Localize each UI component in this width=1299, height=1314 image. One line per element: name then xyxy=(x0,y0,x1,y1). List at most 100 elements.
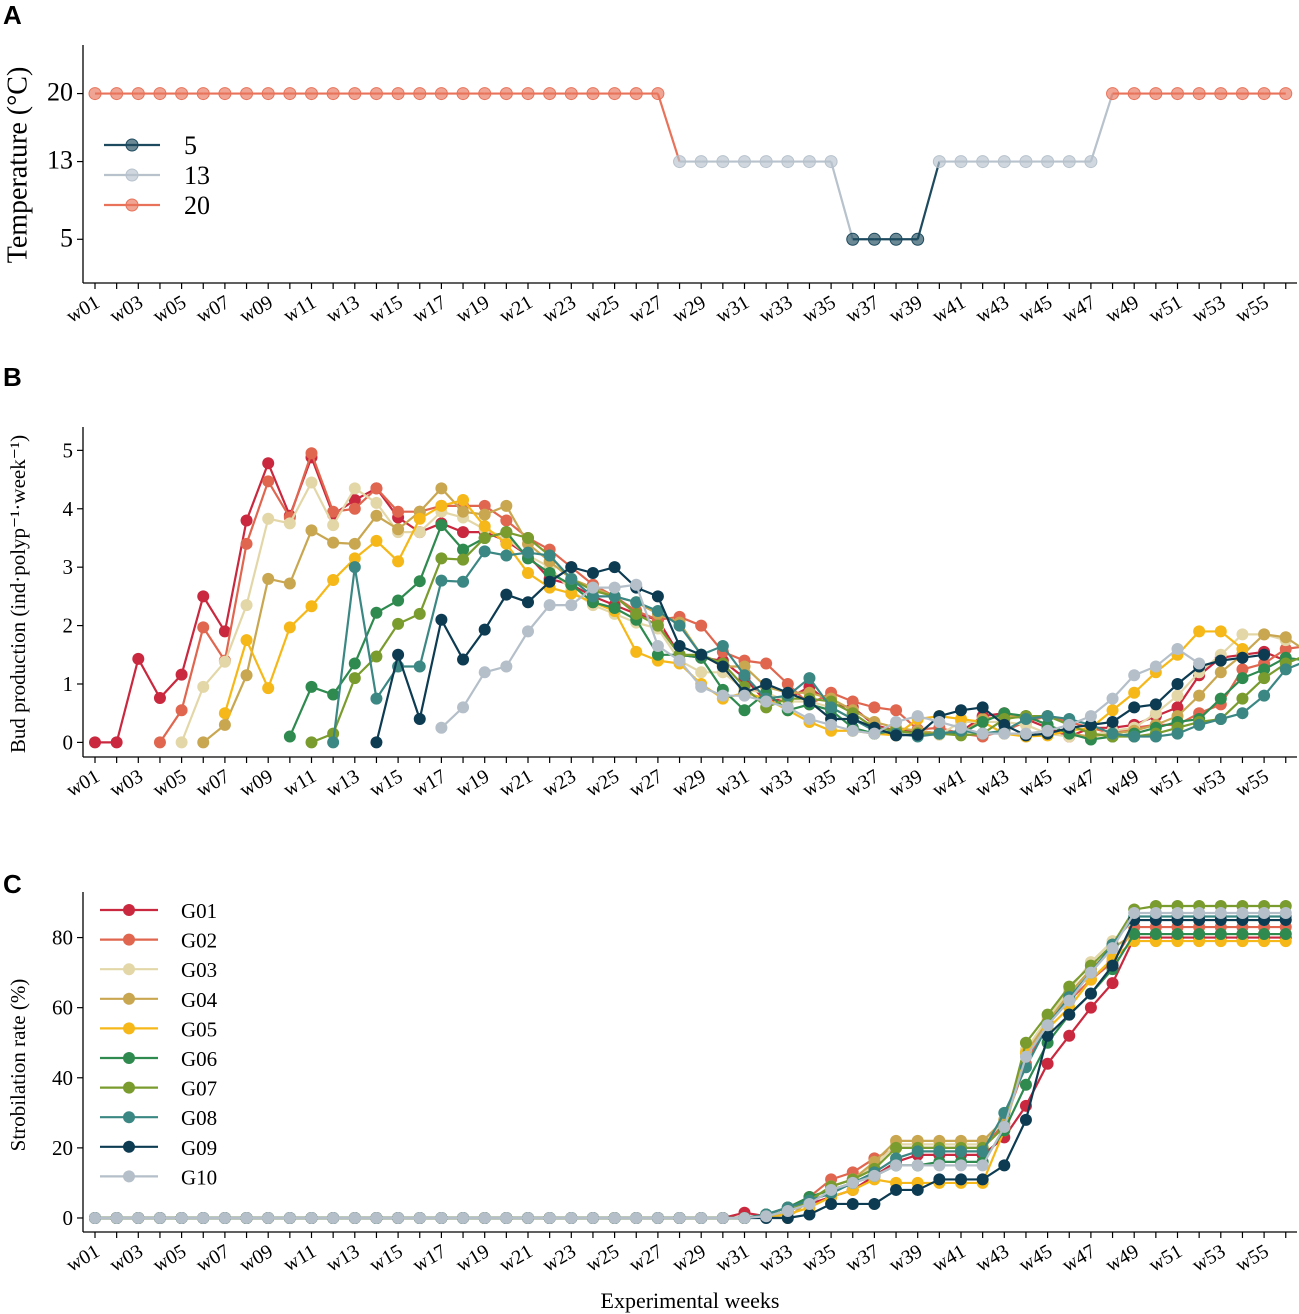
panel-a-label: A xyxy=(3,0,22,30)
data-point-G01 xyxy=(89,736,101,749)
temperature-point xyxy=(1084,155,1098,169)
y-tick-label: 5 xyxy=(63,438,74,462)
data-point-G10 xyxy=(1171,907,1184,920)
data-point-G10 xyxy=(586,581,599,594)
x-tick-label: w35 xyxy=(799,765,840,801)
x-tick-label: w31 xyxy=(712,291,753,327)
legend-label-G05: G05 xyxy=(181,1017,217,1041)
data-point-G04 xyxy=(348,537,361,550)
data-point-G10 xyxy=(565,1211,578,1224)
temperature-point xyxy=(1041,155,1055,169)
data-point-G08 xyxy=(370,692,383,705)
x-tick-label: w15 xyxy=(366,1240,407,1276)
data-point-G07 xyxy=(1084,727,1097,740)
data-point-G01 xyxy=(240,514,253,527)
temperature-point xyxy=(391,87,405,101)
temperature-point xyxy=(413,87,427,101)
data-point-G10 xyxy=(1019,727,1032,740)
data-point-G09 xyxy=(673,640,686,653)
data-point-G08 xyxy=(803,672,816,685)
temperature-point xyxy=(1214,87,1228,101)
x-tick-label: w49 xyxy=(1102,765,1143,801)
data-point-G02 xyxy=(890,704,903,717)
data-point-G02 xyxy=(262,475,275,488)
temperature-point xyxy=(305,87,318,101)
data-point-G03 xyxy=(370,496,383,509)
data-point-G08 xyxy=(435,574,448,587)
data-point-G02 xyxy=(695,619,708,632)
series-G06 xyxy=(89,928,1292,1224)
series-line-G06 xyxy=(95,932,1286,1220)
x-tick-label: w49 xyxy=(1102,291,1143,327)
data-point-G07 xyxy=(348,672,361,685)
temperature-point xyxy=(738,155,751,169)
data-point-G10 xyxy=(1171,642,1184,655)
data-point-G05 xyxy=(327,574,340,587)
x-tick-label: w29 xyxy=(669,291,710,327)
data-point-G05 xyxy=(370,534,383,547)
data-point-G07 xyxy=(1258,672,1271,685)
data-point-G08 xyxy=(651,604,664,617)
y-tick-label: 3 xyxy=(63,555,74,579)
x-tick-label: w55 xyxy=(1232,291,1273,327)
data-point-G09 xyxy=(716,660,729,673)
temperature-point xyxy=(824,155,838,169)
x-tick-label: w23 xyxy=(539,291,580,327)
data-point-G10 xyxy=(522,625,534,638)
series-line-G01 xyxy=(95,936,1286,1220)
y-axis-label: Bud production (ind·polyp⁻¹·week⁻¹) xyxy=(6,435,30,753)
data-point-G01 xyxy=(348,494,361,507)
x-tick-label: w23 xyxy=(539,1240,580,1276)
data-point-G03 xyxy=(305,476,318,489)
data-point-G02 xyxy=(760,657,773,670)
data-point-G09 xyxy=(370,736,383,749)
y-axis-label: Temperature (°C) xyxy=(2,67,33,264)
x-tick-label: w51 xyxy=(1145,1240,1186,1276)
data-point-G02 xyxy=(1279,642,1292,655)
x-tick-label: w45 xyxy=(1015,1240,1056,1276)
data-point-G09 xyxy=(781,686,794,699)
data-point-G10 xyxy=(1106,692,1119,705)
temperature-point xyxy=(586,87,600,101)
x-tick-label: w27 xyxy=(626,1240,667,1276)
data-point-G09 xyxy=(586,567,599,580)
data-point-G04 xyxy=(218,718,231,731)
data-point-G10 xyxy=(803,713,816,726)
data-point-G10 xyxy=(1149,907,1162,920)
x-tick-label: w05 xyxy=(149,765,190,801)
data-point-G09 xyxy=(435,613,448,626)
x-tick-label: w13 xyxy=(322,765,363,801)
temperature-point xyxy=(932,155,946,169)
data-point-G09 xyxy=(1214,654,1227,667)
data-point-G02 xyxy=(197,621,210,634)
data-point-G06 xyxy=(283,730,296,743)
y-tick-label: 20 xyxy=(52,1136,73,1160)
data-point-G05 xyxy=(392,555,405,568)
data-point-G04 xyxy=(1214,666,1227,679)
data-point-G06 xyxy=(651,648,664,661)
x-tick-label: w39 xyxy=(885,291,926,327)
data-point-G10 xyxy=(153,1211,166,1224)
data-point-G07 xyxy=(392,617,405,630)
data-point-G10 xyxy=(716,1211,729,1224)
data-point-G10 xyxy=(781,701,794,714)
data-point-G10 xyxy=(868,1169,881,1182)
x-tick-label: w55 xyxy=(1232,765,1273,801)
temperature-point xyxy=(326,87,340,101)
x-tick-label: w37 xyxy=(842,1240,883,1276)
y-tick-label: 5 xyxy=(60,223,73,252)
data-point-G09 xyxy=(392,648,405,661)
data-point-G09 xyxy=(846,713,859,726)
data-point-G07 xyxy=(370,650,383,663)
data-point-G01 xyxy=(175,668,188,681)
data-point-G10 xyxy=(1214,907,1227,920)
data-point-G10 xyxy=(846,724,859,737)
legend-marker-G09 xyxy=(123,1140,135,1153)
data-point-G01 xyxy=(1171,701,1184,714)
temperature-point xyxy=(867,232,881,246)
x-tick-label: w33 xyxy=(755,765,796,801)
data-point-G10 xyxy=(716,689,729,702)
data-point-G03 xyxy=(218,655,231,668)
data-point-G10 xyxy=(478,1211,491,1224)
x-tick-label: w31 xyxy=(712,765,753,801)
